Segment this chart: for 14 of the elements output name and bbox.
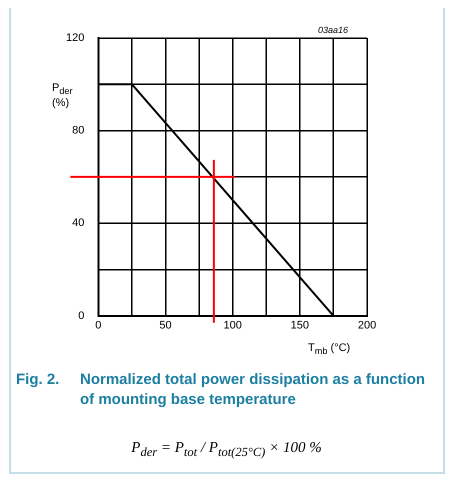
text: P$_{der}$ = P$_{tot}$ / P$_{tot(25°C)}$ × 100 % bbox=[130, 440, 323, 460]
y-axis-title: P$_{der}$ (%) bbox=[52, 82, 74, 110]
x-tick-label: 200 bbox=[358, 319, 376, 332]
y-tick-label: 120 bbox=[66, 32, 84, 44]
x-tick-label: 0 bbox=[95, 319, 102, 332]
x-tick-label: 150 bbox=[290, 319, 310, 332]
chart-title: Fig. 2. Normalized total power dissipation as a function of mounting base temperature bbox=[16, 371, 426, 408]
y-tick-label: 0 bbox=[78, 310, 84, 322]
y-tick-label: 40 bbox=[72, 217, 84, 230]
text: 03aa16 bbox=[318, 24, 348, 36]
x-axis-title: T$_{mb}$ (°C) bbox=[308, 342, 350, 358]
x-tick-label: 100 bbox=[223, 319, 242, 332]
y-tick-label: 80 bbox=[72, 124, 84, 137]
x-tick-label: 50 bbox=[159, 319, 172, 332]
